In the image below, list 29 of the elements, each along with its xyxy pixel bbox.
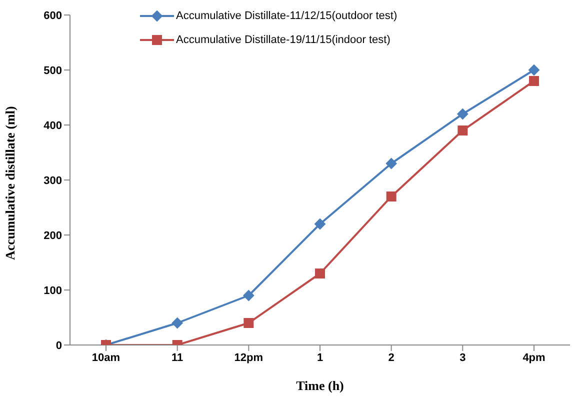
point: [315, 268, 325, 278]
x-tick-label: 2: [388, 352, 394, 364]
x-tick-label: 10am: [92, 352, 120, 364]
point: [457, 108, 468, 120]
y-tick-label: 0: [56, 340, 62, 352]
y-tick-label: 400: [44, 120, 62, 132]
x-tick-label: 1: [316, 352, 324, 364]
point: [386, 192, 396, 202]
point: [458, 126, 468, 136]
y-axis-title: Accumulative distillate (ml): [2, 106, 18, 260]
x-tick-label: 12pm: [234, 352, 264, 364]
y-tick-label: 100: [44, 284, 62, 297]
x-tick-label: 3: [460, 352, 466, 364]
legend-label: Accumulative Distillate-11/12/15(outdoor test): [176, 10, 398, 22]
point: [529, 76, 539, 86]
y-tick-label: 600: [44, 10, 62, 22]
y-tick-label: 500: [44, 64, 62, 77]
point: [172, 318, 183, 328]
point: [528, 64, 540, 76]
y-tick-label: 200: [44, 230, 62, 242]
y-tick-label: 300: [44, 174, 62, 187]
point: [386, 158, 397, 169]
x-axis-title: Time (h): [296, 378, 344, 393]
legend-label: Accumulative Distillate-19/11/15(indoor test): [176, 34, 390, 46]
point: [244, 318, 254, 328]
point: [243, 290, 254, 301]
point: [314, 218, 326, 230]
x-tick-label: 4pm: [522, 352, 546, 364]
x-tick-label: 11: [172, 352, 184, 364]
